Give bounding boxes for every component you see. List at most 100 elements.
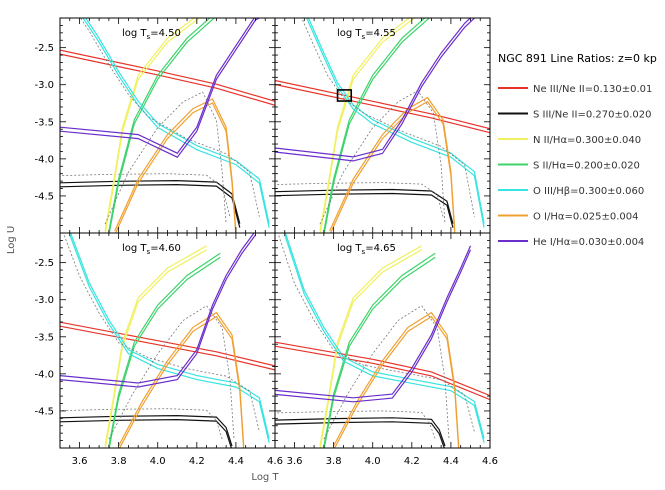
panel-curves [60, 233, 275, 448]
y-tick-label: -4.5 [34, 191, 54, 202]
x-tick-label: 4.2 [404, 456, 420, 467]
series-line-1-upper [60, 53, 275, 106]
panel-title: log Ts=4.50 [122, 28, 181, 41]
legend-entry: Ne III/Ne II=0.130±0.01 [533, 84, 652, 95]
x-tick-label: 4.6 [267, 456, 283, 467]
dotted-reference-line [319, 90, 446, 225]
series-line-3-upper [104, 249, 207, 448]
series-line-4-lower [108, 18, 211, 232]
legend-entry: O I/Hα=0.025±0.004 [533, 212, 639, 223]
legend-entry: O III/Hβ=0.300±0.060 [533, 186, 644, 197]
series-line-4-upper [323, 256, 436, 448]
x-tick-label: 3.6 [287, 456, 303, 467]
x-axis-label: Log T [251, 472, 279, 483]
legend-entry: S II/Hα=0.200±0.020 [533, 161, 640, 172]
series-line-2-upper [60, 418, 232, 448]
series-line-1-lower [275, 341, 490, 397]
series-line-5-upper [69, 234, 270, 443]
x-tick-label: 4.4 [228, 456, 244, 467]
highlight-box [336, 89, 353, 102]
dotted-reference-line [104, 91, 227, 225]
legend-title: NGC 891 Line Ratios: z=0 kp [498, 52, 657, 65]
series-line-3-lower [104, 245, 207, 447]
series-line-7-lower [275, 18, 472, 158]
panel-frame [274, 17, 491, 234]
y-tick-label: -3.5 [34, 117, 54, 128]
panel-title: log Ts=4.60 [122, 243, 181, 256]
panel-title: log Ts=4.65 [337, 243, 396, 256]
x-tick-label: 3.6 [72, 456, 88, 467]
dotted-reference-line [60, 173, 231, 217]
panel-curves [275, 233, 490, 448]
series-line-4-lower [108, 252, 221, 447]
series-line-5-upper [82, 18, 270, 228]
series-line-4-upper [108, 18, 216, 233]
x-tick-label: 4.0 [150, 456, 166, 467]
panel-2: log Ts=4.55 [274, 17, 491, 234]
x-tick-label: 3.8 [326, 456, 342, 467]
x-tick-label: 4.4 [443, 456, 459, 467]
series-line-2-upper [60, 183, 241, 228]
series-line-3-upper [319, 249, 422, 448]
y-tick-label: -4.5 [34, 406, 54, 417]
series-line-4-lower [323, 18, 426, 232]
dotted-reference-line [275, 182, 444, 217]
series-line-6-lower [329, 96, 456, 232]
series-line-5-lower [85, 18, 270, 224]
series-line-2-lower [60, 414, 233, 447]
panel-curves [60, 18, 275, 233]
series-line-5-lower [69, 233, 270, 439]
series-line-7-upper [275, 249, 472, 403]
dotted-reference-line [80, 18, 260, 217]
series-line-7-lower [275, 245, 472, 399]
panel-frame [274, 232, 491, 449]
panel-3: 3.6 3.8 4.0 4.2 4.4 4.6 -2.5 -3.0 -3.5 -4.0 -4.5 lo… [34, 232, 283, 467]
dotted-reference-line [277, 233, 475, 432]
series-line-3-upper [319, 18, 416, 233]
series-line-2-lower [60, 179, 241, 224]
dotted-reference-line [62, 233, 260, 432]
panels-layer: -2.5 -3.0 -3.5 -4.0 -4.5 log Ts=4.50 log Ts=4.… [34, 17, 498, 467]
series-line-2-upper [275, 421, 445, 448]
series-line-1-upper [60, 325, 275, 371]
series-line-4-lower [323, 252, 436, 447]
series-line-6-upper [114, 102, 237, 233]
dotted-reference-line [301, 18, 475, 217]
panel-title: log Ts=4.55 [337, 28, 396, 41]
y-tick-label: -2.5 [34, 43, 54, 54]
panel-curves [275, 18, 490, 233]
legend-entry: N II/Hα=0.300±0.040 [533, 135, 641, 146]
series-line-5-upper [306, 18, 485, 228]
y-tick-label: -2.5 [34, 258, 54, 269]
legend-entry: He I/Hα=0.030±0.004 [533, 237, 644, 248]
x-tick-label: 3.8 [111, 456, 127, 467]
series-line-3-lower [319, 18, 411, 232]
series-line-6-upper [329, 100, 456, 233]
series-line-1-lower [60, 321, 275, 367]
dotted-reference-line [275, 410, 436, 440]
series-line-3-lower [104, 18, 196, 232]
y-tick-label: -4.0 [34, 369, 54, 380]
series-line-7-lower [60, 233, 255, 384]
series-line-2-lower [275, 417, 446, 447]
y-tick-label: -3.0 [34, 295, 54, 306]
y-tick-label: -3.5 [34, 332, 54, 343]
x-tick-label: 4.6 [482, 456, 498, 467]
series-line-1-lower [275, 79, 490, 130]
series-line-3-lower [319, 245, 422, 447]
x-tick-label: 4.2 [189, 456, 205, 467]
y-axis-label: Log U [6, 226, 17, 254]
panel-frame [59, 17, 276, 234]
series-line-1-upper [275, 345, 490, 401]
series-line-5-lower [284, 233, 485, 439]
series-line-4-upper [108, 256, 221, 448]
dotted-reference-line [60, 408, 223, 440]
series-line-7-upper [275, 18, 476, 162]
series-line-1-upper [275, 83, 490, 134]
x-tick-label: 4.0 [365, 456, 381, 467]
legend: NGC 891 Line Ratios: z=0 kp Ne III/Ne II… [498, 52, 657, 248]
series-line-6-upper [333, 315, 460, 448]
panel-1: -2.5 -3.0 -3.5 -4.0 -4.5 log Ts=4.50 [34, 17, 276, 234]
y-tick-label: -3.0 [34, 80, 54, 91]
